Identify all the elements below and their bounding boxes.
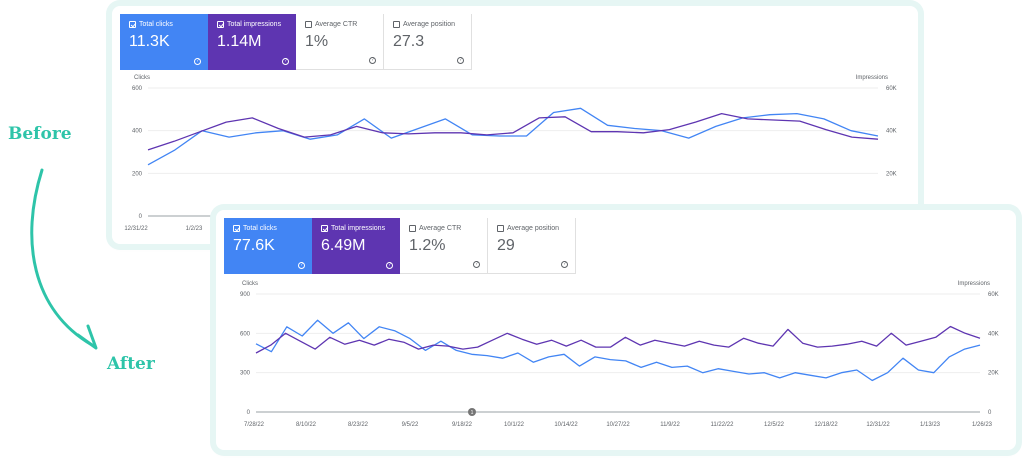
y-tick-label: 900 [240, 292, 251, 298]
x-tick-label: 9/18/22 [452, 422, 473, 428]
help-icon[interactable]: ? [369, 57, 376, 64]
help-icon[interactable]: ? [561, 261, 568, 268]
x-tick-label: 1/13/23 [920, 422, 941, 428]
checkbox-icon[interactable] [393, 21, 400, 28]
x-tick-label: 10/14/22 [554, 422, 578, 428]
card-value: 29 [497, 237, 515, 254]
help-icon[interactable]: ? [282, 58, 289, 65]
x-tick-label: 10/1/22 [504, 422, 525, 428]
card-label: Average CTR [419, 225, 462, 232]
x-tick-label: 12/5/22 [764, 422, 785, 428]
y-tick-label: 400 [132, 129, 143, 135]
help-icon[interactable]: ? [194, 58, 201, 65]
card-value: 77.6K [233, 237, 275, 254]
x-tick-label: 10/27/22 [606, 422, 630, 428]
x-tick-label: 12/31/22 [124, 226, 148, 232]
total-impressions-card[interactable]: Total impressions 6.49M ? [312, 218, 400, 274]
x-tick-label: 1/2/23 [186, 226, 203, 232]
help-icon[interactable]: ? [298, 262, 305, 269]
impressions-series-line [255, 325, 981, 354]
card-label: Average position [507, 225, 560, 232]
checkbox-icon[interactable] [217, 21, 224, 28]
annotation-marker [468, 408, 476, 416]
average-ctr-card[interactable]: Average CTR 1% ? [296, 14, 384, 70]
y2-tick-label: 40K [988, 331, 999, 337]
checkbox-icon[interactable] [409, 225, 416, 232]
checkbox-icon[interactable] [233, 225, 240, 232]
clicks-series-line [255, 319, 981, 382]
metric-cards: Total clicks 11.3K ? Total impressions 1… [120, 14, 472, 70]
y-tick-label: 200 [132, 171, 143, 177]
card-value: 1.2% [409, 237, 446, 254]
checkbox-icon[interactable] [129, 21, 136, 28]
average-position-card[interactable]: Average position 29 ? [488, 218, 576, 274]
x-tick-label: 12/31/22 [866, 422, 890, 428]
x-tick-label: 7/28/22 [244, 422, 265, 428]
x-tick-label: 11/9/22 [660, 422, 680, 428]
annotation-marker-label: 1 [471, 410, 474, 416]
card-value: 27.3 [393, 33, 425, 50]
total-impressions-card[interactable]: Total impressions 1.14M ? [208, 14, 296, 70]
x-tick-label: 8/10/22 [296, 422, 317, 428]
checkbox-icon[interactable] [497, 225, 504, 232]
x-tick-label: 9/5/22 [402, 422, 419, 428]
clicks-series-line [147, 107, 879, 166]
y-tick-label: 300 [240, 371, 251, 377]
help-icon[interactable]: ? [473, 261, 480, 268]
card-label: Average position [403, 21, 456, 28]
y2-tick-label: 20K [988, 371, 999, 377]
y2-tick-label: 40K [886, 129, 897, 135]
average-ctr-card[interactable]: Average CTR 1.2% ? [400, 218, 488, 274]
y2-tick-label: 60K [886, 86, 897, 92]
checkbox-icon[interactable] [321, 225, 328, 232]
y-tick-label: 600 [132, 86, 143, 92]
y-tick-label: 600 [240, 331, 251, 337]
y-axis-label: Clicks [134, 75, 150, 81]
card-value: 11.3K [129, 33, 170, 50]
after-annotation: After [107, 354, 155, 374]
checkbox-icon[interactable] [305, 21, 312, 28]
help-icon[interactable]: ? [457, 57, 464, 64]
impressions-series-line [147, 112, 879, 151]
card-value: 6.49M [321, 237, 366, 254]
card-label: Total impressions [331, 225, 386, 232]
x-tick-label: 11/22/22 [711, 422, 735, 428]
card-value: 1% [305, 33, 329, 50]
help-icon[interactable]: ? [386, 262, 393, 269]
y2-tick-label: 60K [988, 292, 999, 298]
before-panel: Total clicks 11.3K ? Total impressions 1… [112, 6, 918, 244]
y2-tick-label: 20K [886, 171, 897, 177]
card-value: 1.14M [217, 33, 262, 50]
card-label: Total clicks [243, 225, 277, 232]
y-tick-label: 0 [139, 214, 143, 220]
average-position-card[interactable]: Average position 27.3 ? [384, 14, 472, 70]
total-clicks-card[interactable]: Total clicks 77.6K ? [224, 218, 312, 274]
y-tick-label: 0 [247, 410, 251, 416]
card-label: Average CTR [315, 21, 358, 28]
card-label: Total clicks [139, 21, 173, 28]
card-label: Total impressions [227, 21, 282, 28]
y2-axis-label: Impressions [856, 75, 888, 81]
after-chart: Clicks Impressions 0 300 600 900 0 20K 40K 60K 7/2… [240, 281, 999, 428]
x-tick-label: 12/18/22 [814, 422, 838, 428]
curved-arrow-icon [30, 168, 98, 350]
x-tick-label: 1/26/23 [972, 422, 993, 428]
before-annotation: Before [8, 124, 72, 144]
after-panel: Total clicks 77.6K ? Total impressions 6… [216, 210, 1016, 450]
y2-tick-label: 0 [988, 410, 992, 416]
y-axis-label: Clicks [242, 281, 258, 287]
x-tick-label: 8/23/22 [348, 422, 369, 428]
y2-axis-label: Impressions [958, 281, 990, 287]
metric-cards: Total clicks 77.6K ? Total impressions 6… [224, 218, 576, 274]
total-clicks-card[interactable]: Total clicks 11.3K ? [120, 14, 208, 70]
